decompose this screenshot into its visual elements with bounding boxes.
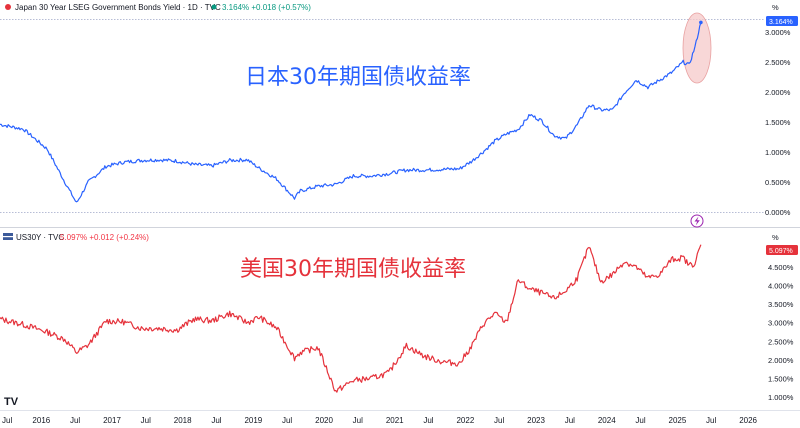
x-tick: Jul bbox=[141, 416, 151, 425]
x-tick: Jul bbox=[565, 416, 575, 425]
jp-quote: 3.164% +0.018 (+0.57%) bbox=[222, 3, 311, 12]
jp-y-axis[interactable]: 3.000% 2.500% 2.000% 1.500% 1.000% 0.500… bbox=[765, 28, 791, 217]
us-last-badge-text: 5.097% bbox=[769, 248, 793, 255]
jp-y-tick: 1.500% bbox=[765, 118, 791, 127]
tradingview-logo: TV bbox=[4, 396, 19, 408]
jp-y-tick: 1.000% bbox=[765, 148, 791, 157]
us-y-tick: 1.500% bbox=[768, 374, 794, 383]
us-y-tick: 2.000% bbox=[768, 356, 794, 365]
x-tick: 2025 bbox=[669, 416, 687, 425]
x-tick: 2018 bbox=[174, 416, 192, 425]
x-tick: Jul bbox=[70, 416, 80, 425]
us-series-line bbox=[0, 244, 702, 393]
us-last-badge bbox=[766, 245, 798, 255]
x-tick: 2026 bbox=[739, 416, 757, 425]
x-tick: Jul bbox=[2, 416, 12, 425]
jp-flag-icon bbox=[5, 4, 11, 10]
jp-last-badge-text: 3.164% bbox=[769, 19, 793, 26]
us-y-tick: 4.000% bbox=[768, 282, 794, 291]
x-tick: Jul bbox=[706, 416, 716, 425]
us-title[interactable]: US30Y · TVC bbox=[16, 233, 64, 242]
jp-y-tick: 0.000% bbox=[765, 208, 791, 217]
x-tick: 2019 bbox=[244, 416, 262, 425]
x-tick: Jul bbox=[282, 416, 292, 425]
us-y-tick: 4.500% bbox=[768, 263, 794, 272]
x-tick: 2020 bbox=[315, 416, 333, 425]
jp-annotation: 日本30年期国债收益率 bbox=[245, 65, 471, 90]
time-axis[interactable]: Jul 2016 Jul 2017 Jul 2018 Jul 2019 Jul … bbox=[2, 416, 758, 425]
x-tick: 2016 bbox=[32, 416, 50, 425]
x-tick: Jul bbox=[211, 416, 221, 425]
us-annotation: 美国30年期国债收益率 bbox=[240, 257, 466, 282]
jp-y-tick: 3.000% bbox=[765, 28, 791, 37]
market-status-dot-icon bbox=[211, 4, 217, 10]
us-y-tick: 2.500% bbox=[768, 337, 794, 346]
lightning-icon bbox=[694, 216, 700, 226]
x-tick: Jul bbox=[423, 416, 433, 425]
x-tick: Jul bbox=[635, 416, 645, 425]
x-tick: 2021 bbox=[386, 416, 404, 425]
jp-scale-unit: % bbox=[772, 3, 779, 12]
jp-y-tick: 2.000% bbox=[765, 88, 791, 97]
jp-highlight-ellipse bbox=[682, 12, 712, 84]
jp-y-tick: 2.500% bbox=[765, 58, 791, 67]
us-scale-unit: % bbox=[772, 233, 779, 242]
x-tick: 2024 bbox=[598, 416, 616, 425]
x-tick: Jul bbox=[353, 416, 363, 425]
jp-last-badge bbox=[766, 16, 798, 26]
jp-title[interactable]: Japan 30 Year LSEG Government Bonds Yiel… bbox=[15, 3, 221, 12]
us-y-tick: 3.000% bbox=[768, 319, 794, 328]
x-tick: 2023 bbox=[527, 416, 545, 425]
us-flag-stripe bbox=[3, 236, 13, 238]
jp-series-line bbox=[0, 22, 702, 203]
x-tick: 2017 bbox=[103, 416, 121, 425]
us-y-tick: 1.000% bbox=[768, 393, 794, 402]
x-tick: Jul bbox=[494, 416, 504, 425]
x-tick: 2022 bbox=[456, 416, 474, 425]
us-y-tick: 3.500% bbox=[768, 300, 794, 309]
jp-y-tick: 0.500% bbox=[765, 178, 791, 187]
us-y-axis[interactable]: 4.500% 4.000% 3.500% 3.000% 2.500% 2.000… bbox=[768, 263, 794, 402]
us-quote: 5.097% +0.012 (+0.24%) bbox=[60, 233, 149, 242]
jp-last-point bbox=[699, 20, 703, 25]
